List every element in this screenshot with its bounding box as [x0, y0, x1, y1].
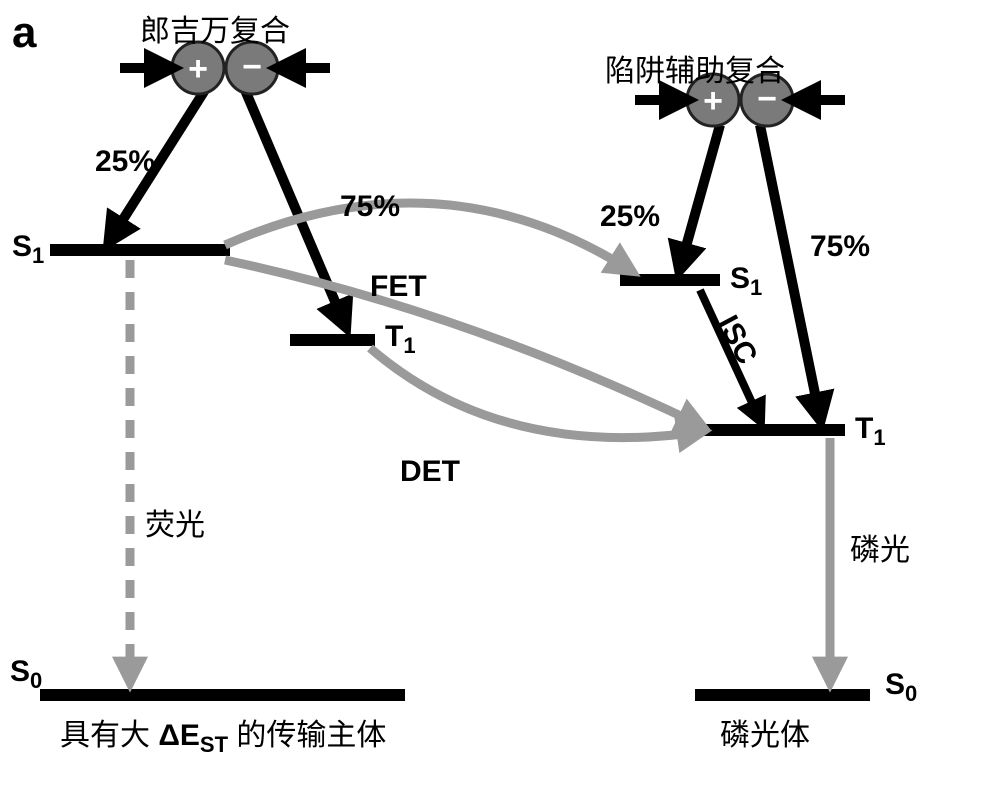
phos-label: 磷光: [850, 525, 910, 569]
s0-right-sub: 0: [905, 681, 917, 706]
s0-left-sub: 0: [30, 668, 42, 693]
fluor-label: 荧光: [145, 500, 205, 544]
diagram-stage: +−+− a 郎吉万复合 陷阱辅助复合 25% 75% 25% 75% S1 T…: [0, 0, 1000, 785]
pct25-right: 25%: [600, 200, 660, 234]
t1-left-main: T: [385, 320, 403, 353]
s0-right-main: S: [885, 668, 905, 701]
s1-left-sub: 1: [32, 243, 44, 268]
t1-right-main: T: [855, 412, 873, 445]
svg-text:−: −: [242, 48, 262, 86]
bottom-left-caption: 具有大 ΔEST 的传输主体: [60, 710, 386, 758]
s1-left-main: S: [12, 230, 32, 263]
pct75-right: 75%: [810, 230, 870, 264]
svg-text:+: +: [188, 50, 208, 88]
bottom-right-caption: 磷光体: [720, 710, 810, 754]
s1-left-label: S1: [12, 230, 44, 269]
bl-pre: 具有大: [60, 719, 158, 752]
s1-right-main: S: [730, 262, 750, 295]
s0-right-label: S0: [885, 668, 917, 707]
bl-delta: ΔE: [158, 719, 200, 752]
pct75-left: 75%: [340, 190, 400, 224]
panel-label: a: [12, 8, 36, 58]
s1-right-sub: 1: [750, 275, 762, 300]
pct25-left: 25%: [95, 145, 155, 179]
t1-right-label: T1: [855, 412, 886, 451]
t1-left-sub: 1: [403, 333, 415, 358]
t1-right-sub: 1: [873, 425, 885, 450]
s1-right-label: S1: [730, 262, 762, 301]
s0-left-main: S: [10, 655, 30, 688]
svg-layer: +−+−: [0, 0, 1000, 785]
s0-left-label: S0: [10, 655, 42, 694]
fet-label: FET: [370, 270, 427, 304]
title-left: 郎吉万复合: [140, 6, 290, 50]
det-label: DET: [400, 455, 460, 489]
title-right: 陷阱辅助复合: [605, 46, 785, 90]
bl-sub: ST: [200, 732, 228, 757]
t1-left-label: T1: [385, 320, 416, 359]
bl-post: 的传输主体: [228, 719, 386, 752]
